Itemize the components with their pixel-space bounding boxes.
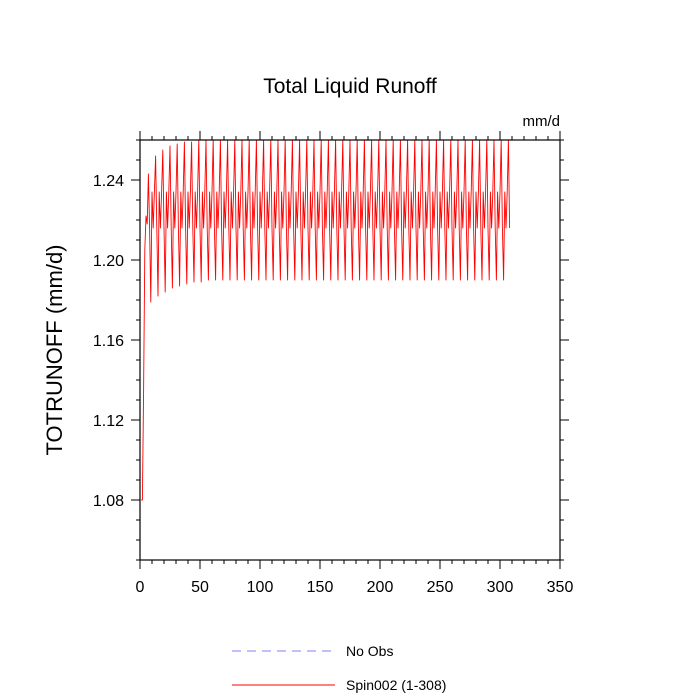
x-tick-label: 200 <box>367 579 394 596</box>
chart-title: Total Liquid Runoff <box>263 75 437 98</box>
x-tick-label: 350 <box>547 579 574 596</box>
x-tick-label: 100 <box>247 579 274 596</box>
ticks-layer: 0 50 100 150 200 250 300 350 1.08 1.12 1.16 1.20 1.2… <box>93 131 574 596</box>
units-label: mm/d <box>523 113 561 130</box>
x-tick-label: 0 <box>136 579 145 596</box>
legend-label-no-obs: No Obs <box>346 643 393 659</box>
y-tick-label: 1.12 <box>93 413 124 430</box>
plot-frame <box>139 139 561 561</box>
legend-label-spin002: Spin002 (1-308) <box>346 677 446 693</box>
series-line-spin002 <box>141 139 511 501</box>
x-tick-label: 50 <box>191 579 209 596</box>
y-axis-label: TOTRUNOFF (mm/d) <box>42 244 67 455</box>
y-tick-label: 1.16 <box>93 333 124 350</box>
y-tick-label: 1.20 <box>93 253 124 270</box>
x-tick-label: 300 <box>487 579 514 596</box>
series-layer <box>141 139 511 501</box>
y-tick-label: 1.24 <box>93 173 124 190</box>
y-tick-label: 1.08 <box>93 493 124 510</box>
legend: No Obs Spin002 (1-308) <box>232 643 446 693</box>
x-tick-label: 150 <box>307 579 334 596</box>
x-tick-label: 250 <box>427 579 454 596</box>
